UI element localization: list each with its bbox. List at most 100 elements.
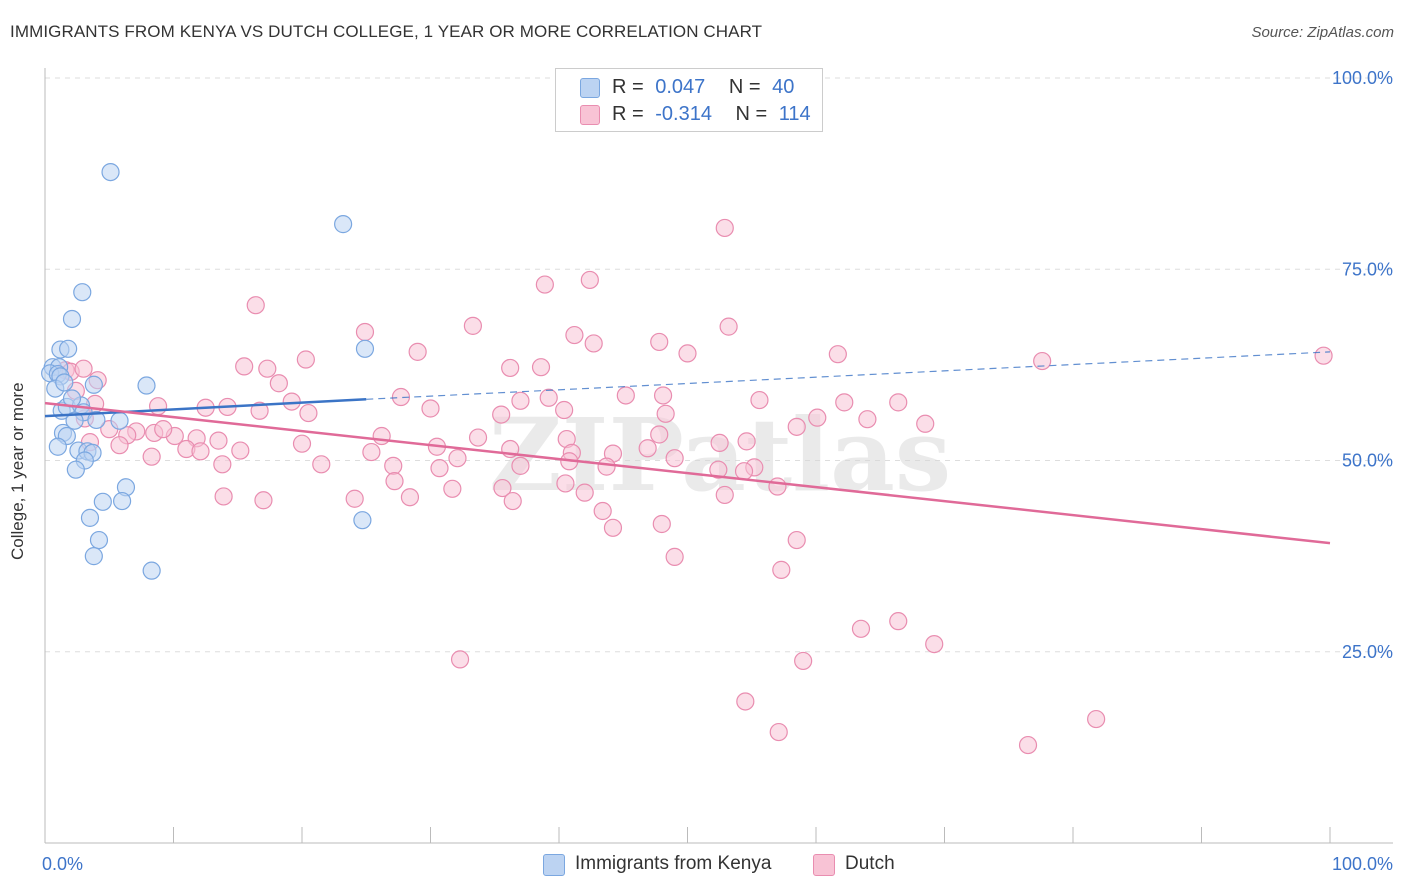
dutch-point-111 (736, 692, 755, 711)
legend-swatch-kenya (580, 78, 600, 98)
kenya-point-13 (137, 376, 156, 395)
dutch-point-7 (719, 317, 738, 336)
dutch-point-33 (889, 393, 908, 412)
dutch-point-23 (501, 358, 520, 378)
y-tick-label-1: 75.0% (1342, 259, 1393, 279)
dutch-point-100 (709, 460, 728, 479)
dutch-point-98 (603, 518, 623, 537)
dutch-point-97 (593, 501, 612, 521)
dutch-point-73 (638, 439, 657, 458)
dutch-point-103 (665, 547, 684, 566)
dutch-point-90 (556, 474, 575, 493)
x-tick-label-0: 0.0% (42, 854, 83, 874)
dutch-point-28 (391, 387, 411, 407)
dutch-point-114 (1087, 709, 1106, 729)
dutch-point-81 (448, 449, 467, 468)
y-tick-label-3: 25.0% (1342, 642, 1393, 662)
dutch-point-45 (858, 410, 877, 429)
kenya-point-3 (62, 309, 82, 329)
kenya-point-30 (93, 492, 112, 511)
dutch-point-13 (1033, 351, 1052, 371)
dutch-point-105 (851, 619, 871, 638)
dutch-point-46 (916, 414, 935, 433)
dutch-point-106 (889, 612, 908, 631)
y-tick-label-2: 50.0% (1342, 451, 1393, 471)
dutch-point-86 (734, 462, 754, 481)
dutch-point-68 (362, 442, 381, 462)
dutch-point-35 (148, 397, 168, 416)
dutch-point-66 (231, 441, 250, 460)
kenya-point-20 (110, 411, 129, 430)
dutch-point-10 (678, 344, 697, 363)
dutch-point-99 (715, 485, 734, 505)
dutch-point-16 (296, 350, 315, 369)
kenya-point-1 (334, 215, 353, 234)
dutch-point-84 (597, 457, 616, 476)
dutch-point-109 (794, 651, 813, 671)
dutch-point-78 (312, 455, 331, 474)
dutch-point-115 (1314, 346, 1333, 365)
dutch-point-5 (463, 316, 483, 335)
dutch-point-42 (555, 400, 574, 420)
dutch-point-59 (650, 425, 669, 444)
kenya-trend-dashed (366, 351, 1331, 400)
legend-r-label: R = (612, 103, 644, 125)
kenya-point-38 (55, 373, 74, 392)
dutch-point-38 (250, 401, 269, 420)
dutch-point-14 (235, 357, 254, 376)
y-tick-label-0: 100.0% (1332, 68, 1393, 88)
kenya-point-2 (73, 283, 92, 302)
dutch-point-89 (493, 478, 512, 498)
dutch-point-87 (385, 472, 404, 491)
dutch-point-22 (269, 374, 288, 393)
dutch-point-25 (616, 386, 635, 405)
dutch-point-80 (430, 459, 449, 478)
x-tick-label-1: 100.0% (1332, 854, 1393, 874)
dutch-point-12 (408, 342, 427, 361)
dutch-point-32 (835, 393, 854, 412)
dutch-point-9 (650, 332, 669, 352)
kenya-point-6 (355, 339, 375, 358)
dutch-point-17 (531, 358, 551, 377)
dutch-point-2 (535, 275, 554, 294)
kenya-point-12 (84, 375, 103, 394)
kenya-point-19 (65, 411, 84, 430)
dutch-point-43 (656, 404, 675, 423)
kenya-point-23 (48, 437, 67, 456)
dutch-point-41 (492, 405, 511, 424)
bottom-legend-label-kenya: Immigrants from Kenya (575, 853, 772, 874)
dutch-point-4 (355, 322, 375, 342)
kenya-point-34 (89, 530, 109, 550)
legend-r-label: R = (612, 76, 644, 98)
dutch-point-55 (154, 420, 173, 439)
dutch-point-26 (653, 386, 673, 405)
kenya-point-18 (87, 410, 106, 430)
kenya-point-32 (80, 508, 100, 527)
dutch-trend-line (44, 401, 1331, 545)
dutch-point-113 (1018, 735, 1038, 755)
legend-swatch-dutch (580, 105, 600, 125)
chart-title: IMMIGRANTS FROM KENYA VS DUTCH COLLEGE, … (10, 22, 763, 41)
dutch-point-61 (737, 432, 756, 451)
dutch-point-15 (258, 359, 277, 378)
kenya-point-35 (84, 547, 103, 566)
dutch-point-77 (213, 455, 232, 474)
dutch-point-82 (511, 456, 530, 475)
dutch-point-93 (254, 491, 273, 510)
axes (44, 68, 1393, 844)
dutch-point-20 (74, 359, 93, 378)
legend-n-value-kenya: 40 (772, 76, 795, 98)
dutch-point-76 (142, 447, 161, 466)
legend-n-label: N = (735, 103, 768, 125)
bottom-legend-swatch-dutch (813, 854, 835, 876)
dutch-point-39 (299, 403, 318, 423)
dutch-point-108 (772, 560, 791, 579)
bottom-legend-swatch-kenya (543, 854, 565, 876)
tick-labels: 100.0% 75.0% 50.0% 25.0% 0.0% 100.0% (42, 68, 1393, 874)
legend-r-value-kenya: 0.047 (655, 76, 706, 98)
dutch-point-8 (584, 334, 603, 353)
kenya-trend-line (44, 398, 367, 418)
dutch-point-96 (503, 491, 522, 511)
kenya-point-28 (66, 460, 85, 479)
